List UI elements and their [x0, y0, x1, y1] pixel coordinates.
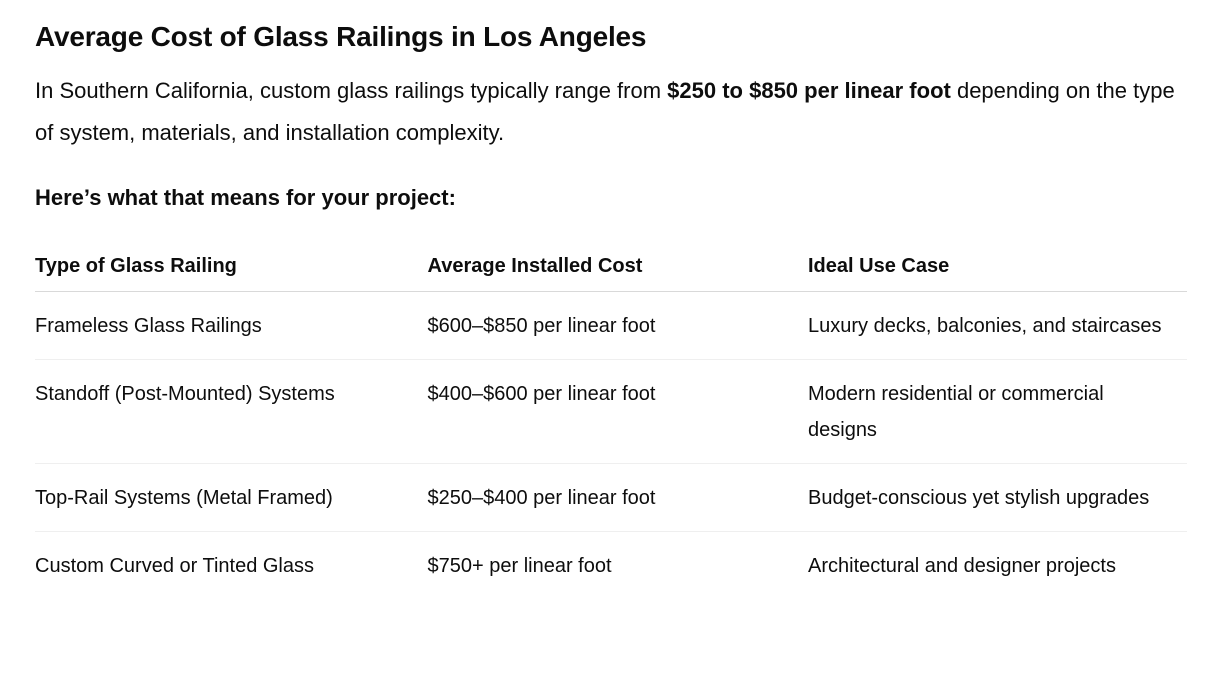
- column-header-use-case: Ideal Use Case: [808, 246, 1187, 292]
- cost-table: Type of Glass Railing Average Installed …: [35, 246, 1187, 599]
- cost-cell: $250–$400 per linear foot: [427, 463, 808, 532]
- railing-type-cell: Standoff (Post-Mounted) Systems: [35, 359, 428, 464]
- intro-text-before: In Southern California, custom glass rai…: [35, 78, 668, 103]
- table-header-row: Type of Glass Railing Average Installed …: [35, 246, 1187, 292]
- cost-cell: $750+ per linear foot: [427, 554, 612, 577]
- intro-paragraph: In Southern California, custom glass rai…: [35, 70, 1187, 154]
- table-intro-heading: Here’s what that means for your project:: [35, 185, 456, 210]
- table-row: Standoff (Post-Mounted) Systems $400–$60…: [35, 359, 1187, 464]
- intro-price-range: $250 to $850 per linear foot: [667, 78, 951, 103]
- use-case-cell: Budget-conscious yet stylish upgrades: [808, 463, 1187, 532]
- use-case-cell: Luxury decks, balconies, and staircases: [808, 291, 1187, 360]
- railing-type-cell: Custom Curved or Tinted Glass: [35, 554, 314, 577]
- table-row: Top-Rail Systems (Metal Framed) $250–$40…: [35, 463, 1187, 532]
- cost-cell: $400–$600 per linear foot: [427, 359, 808, 464]
- intro-text-after: depending on the type of system, materia…: [35, 78, 1175, 145]
- railing-type-cell: Top-Rail Systems (Metal Framed): [35, 463, 428, 532]
- column-header-type: Type of Glass Railing: [35, 246, 428, 292]
- use-case-cell: Architectural and designer projects: [808, 554, 1116, 577]
- railing-type-cell: Frameless Glass Railings: [35, 291, 428, 360]
- column-header-cost: Average Installed Cost: [427, 246, 808, 292]
- use-case-cell: Modern residential or commercial designs: [808, 359, 1187, 464]
- table-row: Custom Curved or Tinted Glass $750+ per …: [35, 531, 1187, 599]
- cost-cell: $600–$850 per linear foot: [427, 291, 808, 360]
- table-row: Frameless Glass Railings $600–$850 per l…: [35, 291, 1187, 360]
- section-heading: Average Cost of Glass Railings in Los An…: [35, 21, 647, 52]
